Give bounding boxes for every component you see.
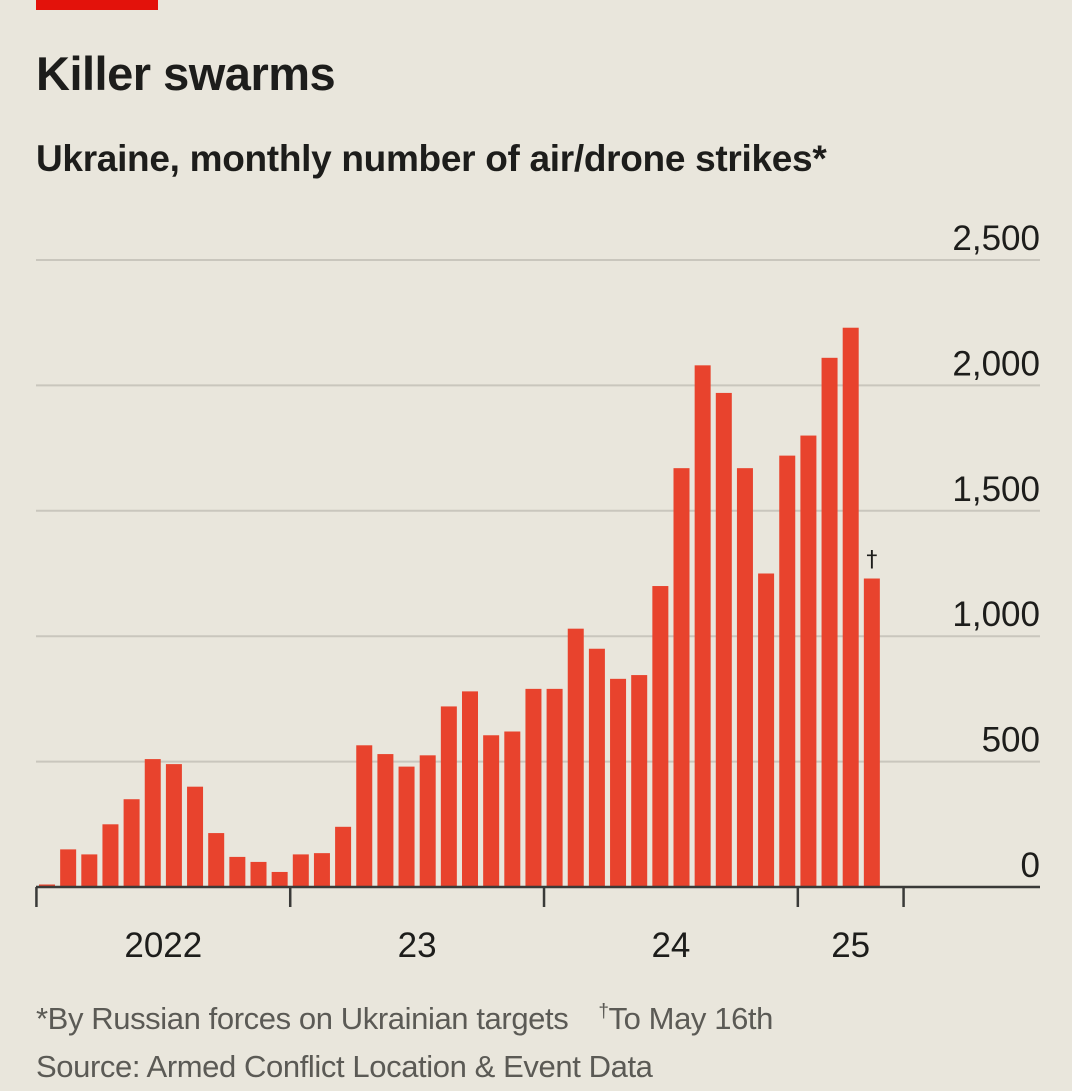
bar bbox=[271, 871, 288, 887]
y-tick-label: 2,000 bbox=[952, 344, 1040, 383]
bar bbox=[440, 706, 457, 887]
bar bbox=[313, 853, 330, 887]
y-tick-label: 500 bbox=[982, 721, 1040, 760]
x-tick-label: 25 bbox=[831, 926, 870, 965]
bar bbox=[102, 824, 119, 887]
x-tick-label: 23 bbox=[398, 926, 437, 965]
bars bbox=[39, 327, 880, 887]
bar bbox=[419, 755, 436, 887]
footnote-dagger: †To May 16th bbox=[598, 1001, 773, 1036]
footnote-dagger-text: To May 16th bbox=[608, 1001, 774, 1036]
bar-chart: 0 500 1,000 1,500 2,000 2,500 2022 23 24 25 † bbox=[35, 219, 1040, 965]
y-axis-labels: 0 500 1,000 1,500 2,000 2,500 bbox=[952, 219, 1040, 885]
bar bbox=[736, 468, 753, 887]
footnotes: *By Russian forces on Ukrainian targets †… bbox=[36, 988, 773, 1091]
bar bbox=[292, 854, 309, 887]
x-axis-labels: 2022 23 24 25 bbox=[124, 926, 870, 965]
source-note: Source: Armed Conflict Location & Event … bbox=[36, 1049, 653, 1084]
y-tick-label: 1,500 bbox=[952, 470, 1040, 509]
footnote-dagger-mark: † bbox=[598, 1001, 609, 1022]
bar bbox=[165, 764, 182, 887]
bar bbox=[187, 786, 204, 887]
bar bbox=[800, 435, 817, 887]
bar bbox=[335, 826, 352, 887]
bar bbox=[821, 357, 838, 887]
footnote-star: *By Russian forces on Ukrainian targets bbox=[36, 1001, 569, 1036]
brand-tag bbox=[36, 0, 158, 10]
bar bbox=[39, 884, 55, 887]
bar bbox=[208, 833, 225, 887]
footnote-line: *By Russian forces on Ukrainian targets †… bbox=[36, 988, 773, 1043]
dagger-annotation: † bbox=[866, 548, 877, 573]
bar bbox=[525, 688, 542, 887]
bar bbox=[123, 799, 140, 887]
x-tick-label: 24 bbox=[651, 926, 690, 965]
y-tick-label: 1,000 bbox=[952, 595, 1040, 634]
bar bbox=[673, 468, 690, 887]
y-tick-label: 2,500 bbox=[952, 219, 1040, 258]
bar bbox=[758, 573, 775, 887]
bar bbox=[652, 586, 669, 887]
bar bbox=[60, 849, 77, 887]
bar bbox=[81, 854, 98, 887]
gridlines bbox=[36, 259, 1040, 763]
chart-title: Killer swarms bbox=[36, 47, 336, 100]
bar bbox=[779, 455, 796, 887]
annotations: † bbox=[866, 548, 877, 573]
chart-subtitle: Ukraine, monthly number of air/drone str… bbox=[36, 138, 827, 179]
bar bbox=[631, 675, 648, 887]
bar bbox=[229, 856, 246, 887]
bar bbox=[694, 365, 711, 887]
bar bbox=[483, 735, 500, 887]
bar bbox=[504, 731, 521, 887]
y-tick-label: 0 bbox=[1021, 846, 1040, 885]
bar bbox=[250, 861, 267, 887]
bar bbox=[462, 691, 478, 887]
bar bbox=[842, 327, 859, 887]
bar bbox=[863, 578, 880, 887]
bar bbox=[567, 628, 584, 887]
bar bbox=[398, 766, 415, 887]
bar bbox=[610, 678, 627, 887]
bar bbox=[144, 759, 161, 887]
bar bbox=[715, 392, 732, 887]
x-tick-label: 2022 bbox=[124, 926, 202, 965]
x-axis bbox=[35, 885, 1040, 907]
bar bbox=[588, 648, 605, 887]
bar bbox=[546, 688, 563, 887]
bar bbox=[356, 745, 373, 887]
bar bbox=[377, 754, 394, 887]
